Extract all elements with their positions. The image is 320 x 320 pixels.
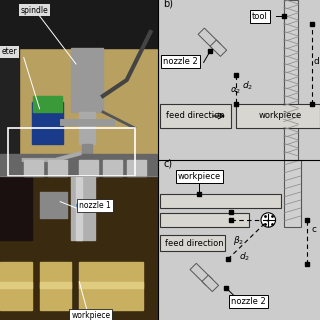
Text: $d_2$: $d_2$ bbox=[239, 250, 250, 263]
FancyBboxPatch shape bbox=[160, 235, 225, 251]
Text: d: d bbox=[314, 57, 319, 66]
Text: workpiece: workpiece bbox=[71, 311, 110, 320]
Polygon shape bbox=[0, 176, 158, 320]
Polygon shape bbox=[40, 282, 71, 288]
Polygon shape bbox=[0, 0, 19, 176]
Text: $d_2$: $d_2$ bbox=[243, 79, 253, 92]
Text: nozzle 1: nozzle 1 bbox=[79, 201, 111, 210]
Polygon shape bbox=[198, 28, 220, 50]
Polygon shape bbox=[24, 160, 43, 176]
Polygon shape bbox=[210, 40, 227, 56]
FancyBboxPatch shape bbox=[160, 194, 281, 208]
Polygon shape bbox=[76, 176, 82, 240]
Text: workpiece: workpiece bbox=[259, 111, 302, 121]
Text: eter: eter bbox=[2, 47, 17, 56]
Polygon shape bbox=[0, 262, 32, 310]
FancyBboxPatch shape bbox=[160, 104, 231, 128]
Text: spindle: spindle bbox=[20, 6, 48, 15]
Text: tool: tool bbox=[252, 12, 268, 21]
Polygon shape bbox=[33, 96, 62, 112]
Polygon shape bbox=[0, 176, 32, 240]
FancyBboxPatch shape bbox=[236, 104, 320, 128]
Polygon shape bbox=[79, 262, 111, 310]
FancyBboxPatch shape bbox=[284, 160, 300, 227]
Text: nozzle 2: nozzle 2 bbox=[163, 57, 198, 66]
Polygon shape bbox=[127, 160, 146, 176]
Polygon shape bbox=[0, 282, 32, 288]
FancyBboxPatch shape bbox=[284, 0, 298, 160]
Polygon shape bbox=[32, 102, 63, 144]
Text: workpiece: workpiece bbox=[178, 172, 221, 181]
Polygon shape bbox=[71, 176, 95, 240]
Text: $\beta_2$: $\beta_2$ bbox=[233, 234, 244, 247]
Text: $\alpha_2$: $\alpha_2$ bbox=[229, 86, 241, 96]
Text: nozzle 2: nozzle 2 bbox=[231, 297, 266, 306]
Polygon shape bbox=[202, 275, 219, 292]
Circle shape bbox=[261, 213, 276, 227]
Polygon shape bbox=[79, 112, 95, 144]
Polygon shape bbox=[111, 262, 143, 310]
Polygon shape bbox=[71, 48, 103, 112]
Polygon shape bbox=[111, 282, 143, 288]
Text: b): b) bbox=[163, 0, 173, 8]
Polygon shape bbox=[48, 160, 67, 176]
Polygon shape bbox=[0, 0, 158, 48]
Polygon shape bbox=[40, 262, 71, 310]
Polygon shape bbox=[0, 0, 158, 176]
Polygon shape bbox=[0, 154, 158, 176]
Text: feed direction: feed direction bbox=[165, 239, 223, 248]
Polygon shape bbox=[82, 144, 92, 160]
Polygon shape bbox=[79, 160, 98, 176]
Polygon shape bbox=[79, 282, 111, 288]
Text: c): c) bbox=[163, 158, 172, 168]
Text: feed direction: feed direction bbox=[166, 111, 225, 121]
Polygon shape bbox=[40, 192, 67, 218]
FancyBboxPatch shape bbox=[160, 213, 249, 227]
Polygon shape bbox=[103, 160, 122, 176]
Text: c: c bbox=[312, 225, 317, 234]
Polygon shape bbox=[190, 263, 212, 285]
